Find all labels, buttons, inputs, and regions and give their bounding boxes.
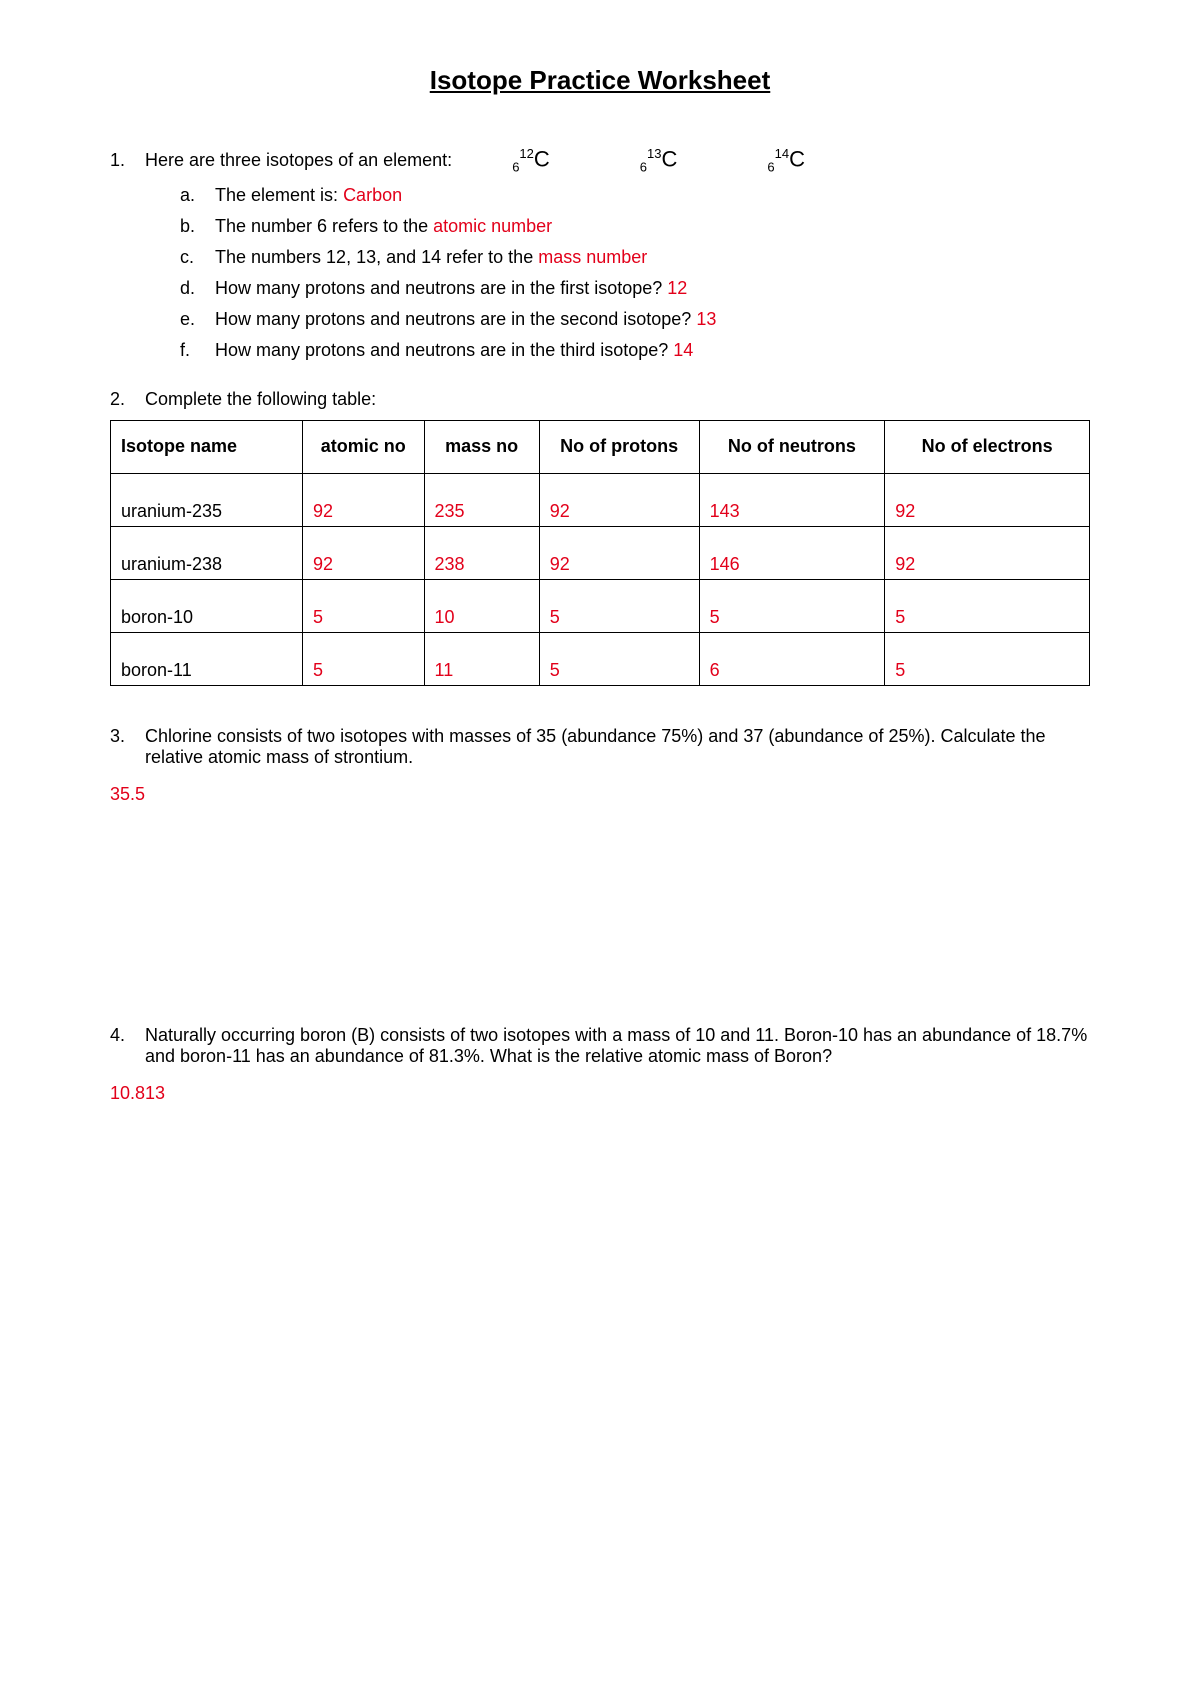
- cell-value: 238: [424, 526, 539, 579]
- isotope-2-sup: 13: [647, 146, 661, 161]
- table-row: boron-11511565: [111, 632, 1090, 685]
- cell-value: 92: [885, 526, 1090, 579]
- isotope-1-element: C: [534, 146, 550, 171]
- sub-answer: atomic number: [433, 216, 552, 236]
- sub-letter: c.: [180, 247, 215, 268]
- page-title: Isotope Practice Worksheet: [110, 65, 1090, 96]
- cell-value: 235: [424, 473, 539, 526]
- sub-answer: 13: [696, 309, 716, 329]
- sub-text: The numbers 12, 13, and 14 refer to the: [215, 247, 538, 267]
- col-atomic-no: atomic no: [302, 420, 424, 473]
- sub-letter: f.: [180, 340, 215, 361]
- cell-value: 92: [302, 526, 424, 579]
- cell-value: 5: [302, 579, 424, 632]
- q1-sub-d: d.How many protons and neutrons are in t…: [180, 278, 1090, 299]
- cell-value: 92: [885, 473, 1090, 526]
- isotope-3-sub: 6: [767, 160, 774, 175]
- cell-value: 143: [699, 473, 885, 526]
- sub-text: The element is:: [215, 185, 343, 205]
- table-header-row: Isotope name atomic no mass no No of pro…: [111, 420, 1090, 473]
- sub-text: How many protons and neutrons are in the…: [215, 309, 696, 329]
- isotope-3-sup: 14: [775, 146, 789, 161]
- sub-answer: 12: [667, 278, 687, 298]
- cell-value: 10: [424, 579, 539, 632]
- table-row: uranium-238922389214692: [111, 526, 1090, 579]
- isotope-2-element: C: [661, 146, 677, 171]
- cell-value: 5: [885, 632, 1090, 685]
- col-mass-no: mass no: [424, 420, 539, 473]
- table-row: uranium-235922359214392: [111, 473, 1090, 526]
- sub-text: How many protons and neutrons are in the…: [215, 340, 673, 360]
- cell-value: 92: [302, 473, 424, 526]
- cell-value: 5: [539, 579, 699, 632]
- sub-letter: d.: [180, 278, 215, 299]
- q1-sub-a: a.The element is: Carbon: [180, 185, 1090, 206]
- isotope-table: Isotope name atomic no mass no No of pro…: [110, 420, 1090, 686]
- isotope-symbol-3: 614C: [767, 146, 805, 175]
- table-row: boron-10510555: [111, 579, 1090, 632]
- cell-value: 92: [539, 473, 699, 526]
- q1-sub-c: c.The numbers 12, 13, and 14 refer to th…: [180, 247, 1090, 268]
- sub-letter: e.: [180, 309, 215, 330]
- q1-sub-b: b.The number 6 refers to the atomic numb…: [180, 216, 1090, 237]
- col-electrons: No of electrons: [885, 420, 1090, 473]
- isotope-3-element: C: [789, 146, 805, 171]
- isotope-1-sub: 6: [512, 160, 519, 175]
- q4-answer: 10.813: [110, 1083, 1090, 1104]
- q4-prompt: Naturally occurring boron (B) consists o…: [145, 1025, 1090, 1067]
- sub-answer: Carbon: [343, 185, 402, 205]
- sub-letter: a.: [180, 185, 215, 206]
- question-4: 4. Naturally occurring boron (B) consist…: [110, 1025, 1090, 1104]
- q1-number: 1.: [110, 150, 145, 171]
- q2-number: 2.: [110, 389, 145, 410]
- cell-value: 5: [302, 632, 424, 685]
- q1-sub-e: e.How many protons and neutrons are in t…: [180, 309, 1090, 330]
- q1-subitems: a.The element is: Carbon b.The number 6 …: [180, 185, 1090, 361]
- cell-value: 6: [699, 632, 885, 685]
- question-1: 1. Here are three isotopes of an element…: [110, 146, 1090, 361]
- isotope-symbol-1: 612C: [512, 146, 550, 175]
- sub-answer: 14: [673, 340, 693, 360]
- cell-isotope-name: uranium-238: [111, 526, 303, 579]
- q2-prompt: Complete the following table:: [145, 389, 1090, 410]
- isotope-1-sup: 12: [519, 146, 533, 161]
- cell-isotope-name: boron-10: [111, 579, 303, 632]
- sub-text: The number 6 refers to the: [215, 216, 433, 236]
- table-body: uranium-235922359214392uranium-238922389…: [111, 473, 1090, 685]
- cell-isotope-name: uranium-235: [111, 473, 303, 526]
- sub-text: How many protons and neutrons are in the…: [215, 278, 667, 298]
- cell-value: 11: [424, 632, 539, 685]
- q3-number: 3.: [110, 726, 145, 747]
- q3-answer: 35.5: [110, 784, 1090, 805]
- cell-value: 92: [539, 526, 699, 579]
- cell-isotope-name: boron-11: [111, 632, 303, 685]
- col-isotope-name: Isotope name: [111, 420, 303, 473]
- q4-number: 4.: [110, 1025, 145, 1046]
- q3-prompt: Chlorine consists of two isotopes with m…: [145, 726, 1090, 768]
- cell-value: 5: [539, 632, 699, 685]
- q1-sub-f: f.How many protons and neutrons are in t…: [180, 340, 1090, 361]
- question-3: 3. Chlorine consists of two isotopes wit…: [110, 726, 1090, 805]
- isotope-2-sub: 6: [640, 160, 647, 175]
- question-2: 2. Complete the following table: Isotope…: [110, 389, 1090, 686]
- cell-value: 146: [699, 526, 885, 579]
- cell-value: 5: [885, 579, 1090, 632]
- cell-value: 5: [699, 579, 885, 632]
- sub-answer: mass number: [538, 247, 647, 267]
- col-neutrons: No of neutrons: [699, 420, 885, 473]
- worksheet-page: Isotope Practice Worksheet 1. Here are t…: [0, 0, 1200, 1212]
- isotope-symbol-2: 613C: [640, 146, 678, 175]
- q1-prompt: Here are three isotopes of an element:: [145, 150, 452, 171]
- col-protons: No of protons: [539, 420, 699, 473]
- sub-letter: b.: [180, 216, 215, 237]
